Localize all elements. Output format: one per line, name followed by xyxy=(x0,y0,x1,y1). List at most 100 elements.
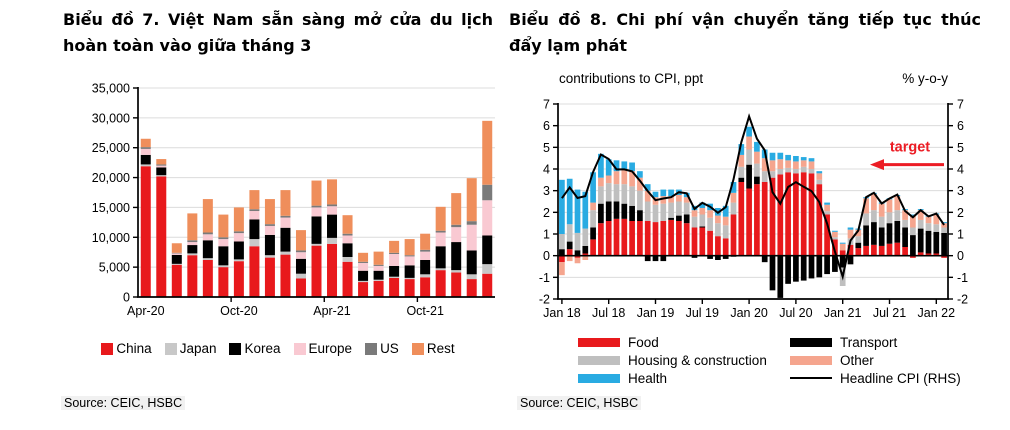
legend-label-us: US xyxy=(380,341,399,356)
svg-text:-2: -2 xyxy=(957,293,968,307)
left-chart-title: Biểu đồ 7. Việt Nam sẵn sàng mở cửa du l… xyxy=(63,10,493,55)
x-axis-labels: Jan 18 Jul 18 Jan 19 Jul 19 Jan 20 Jul 20 Jan … xyxy=(543,306,955,320)
legend-item-headline-cpi: Headline CPI (RHS) xyxy=(790,370,961,386)
legend-item-japan: Japan xyxy=(164,341,217,356)
china-swatch xyxy=(101,342,114,355)
legend-label-transport: Transport xyxy=(840,334,898,350)
svg-text:Jan 21: Jan 21 xyxy=(824,306,862,320)
legend-item-health: Health xyxy=(578,370,790,386)
svg-text:Jul 20: Jul 20 xyxy=(779,306,812,320)
svg-text:35,000: 35,000 xyxy=(92,82,130,96)
svg-text:0: 0 xyxy=(543,249,550,263)
svg-text:5,000: 5,000 xyxy=(99,261,130,275)
right-chart-title: Biểu đồ 8. Chi phí vận chuyển tăng tiếp … xyxy=(509,10,981,55)
svg-text:4: 4 xyxy=(543,163,550,177)
legend-label-other: Other xyxy=(840,352,874,368)
y-axis-labels: -2 -2 -1 -1 0 0 1 1 2 2 3 3 4 4 5 5 6 6 7 7 xyxy=(539,98,968,307)
health-swatch xyxy=(578,373,620,383)
axes xyxy=(133,87,495,302)
legend-item-china: China xyxy=(101,341,152,356)
legend-label-housing: Housing & construction xyxy=(628,352,767,368)
y-axis-labels: 0 5,000 10,000 15,000 20,000 25,000 30,000 35,0… xyxy=(92,82,130,305)
svg-text:Oct-21: Oct-21 xyxy=(406,304,444,318)
svg-text:1: 1 xyxy=(543,228,550,242)
svg-text:Jan 18: Jan 18 xyxy=(543,306,581,320)
left-chart-legend: China Japan Korea Europe US Rest xyxy=(60,341,496,356)
svg-text:Jul 21: Jul 21 xyxy=(873,306,906,320)
housing-swatch xyxy=(578,355,620,365)
legend-item-europe: Europe xyxy=(293,341,353,356)
right-chart-right-axis-header: % y-o-y xyxy=(902,71,948,86)
right-chart-source: Source: CEIC, HSBC xyxy=(517,396,642,410)
europe-swatch xyxy=(293,342,306,355)
us-swatch xyxy=(365,342,378,355)
x-axis-labels: Apr-20 Oct-20 Apr-21 Oct-21 xyxy=(127,304,444,318)
rest-swatch xyxy=(411,342,424,355)
left-chart-plot: 0 5,000 10,000 15,000 20,000 25,000 30,000 35,0… xyxy=(92,82,495,318)
svg-text:3: 3 xyxy=(543,184,550,198)
svg-text:3: 3 xyxy=(957,184,964,198)
svg-text:20,000: 20,000 xyxy=(92,171,130,185)
svg-text:Jul 18: Jul 18 xyxy=(592,306,625,320)
svg-text:4: 4 xyxy=(957,163,964,177)
legend-item-korea: Korea xyxy=(229,341,281,356)
legend-item-housing: Housing & construction xyxy=(578,352,790,368)
legend-item-us: US xyxy=(365,341,399,356)
svg-text:-1: -1 xyxy=(957,271,968,285)
svg-text:Oct-20: Oct-20 xyxy=(220,304,258,318)
svg-text:7: 7 xyxy=(957,98,964,112)
axes xyxy=(553,103,953,304)
svg-text:-1: -1 xyxy=(539,271,550,285)
other-swatch xyxy=(790,355,832,365)
left-chart-source: Source: CEIC, HSBC xyxy=(61,396,186,410)
svg-text:30,000: 30,000 xyxy=(92,111,130,125)
transport-swatch xyxy=(790,337,832,347)
target-annotation: target xyxy=(870,140,944,171)
headline-cpi-line xyxy=(561,113,945,281)
japan-swatch xyxy=(164,342,177,355)
svg-text:Apr-20: Apr-20 xyxy=(127,304,165,318)
right-chart-left-axis-header: contributions to CPI, ppt xyxy=(559,71,704,86)
svg-text:2: 2 xyxy=(543,206,550,220)
svg-text:15,000: 15,000 xyxy=(92,201,130,215)
legend-label-japan: Japan xyxy=(179,341,217,356)
right-legend-column-2: Transport Other Headline CPI (RHS) xyxy=(790,334,961,386)
svg-text:0: 0 xyxy=(123,291,130,305)
korea-swatch xyxy=(229,342,242,355)
svg-text:-2: -2 xyxy=(539,293,550,307)
legend-item-transport: Transport xyxy=(790,334,961,350)
svg-text:5: 5 xyxy=(957,141,964,155)
legend-label-health: Health xyxy=(628,370,668,386)
bars-layer xyxy=(140,120,493,297)
svg-text:Jan 22: Jan 22 xyxy=(918,306,956,320)
food-swatch xyxy=(578,337,620,347)
legend-label-rest: Rest xyxy=(426,341,455,356)
legend-item-food: Food xyxy=(578,334,790,350)
svg-text:Jan 20: Jan 20 xyxy=(730,306,768,320)
svg-text:6: 6 xyxy=(543,119,550,133)
svg-text:0: 0 xyxy=(957,249,964,263)
svg-text:Jan 19: Jan 19 xyxy=(637,306,675,320)
svg-text:25,000: 25,000 xyxy=(92,141,130,155)
svg-text:Apr-21: Apr-21 xyxy=(313,304,351,318)
svg-text:2: 2 xyxy=(957,206,964,220)
legend-label-europe: Europe xyxy=(308,341,353,356)
headline-cpi-line-swatch xyxy=(790,377,832,379)
legend-label-food: Food xyxy=(628,334,659,350)
svg-text:1: 1 xyxy=(957,228,964,242)
svg-text:7: 7 xyxy=(543,98,550,112)
legend-label-korea: Korea xyxy=(244,341,281,356)
legend-label-china: China xyxy=(116,341,152,356)
right-chart-legend: Food Housing & construction Health Trans… xyxy=(578,334,961,386)
svg-text:Jul 19: Jul 19 xyxy=(686,306,719,320)
svg-text:6: 6 xyxy=(957,119,964,133)
svg-text:5: 5 xyxy=(543,141,550,155)
legend-item-rest: Rest xyxy=(411,341,455,356)
right-legend-column-1: Food Housing & construction Health xyxy=(578,334,790,386)
svg-text:10,000: 10,000 xyxy=(92,231,130,245)
legend-item-other: Other xyxy=(790,352,961,368)
legend-label-headline-cpi: Headline CPI (RHS) xyxy=(840,370,961,386)
svg-text:target: target xyxy=(890,140,930,156)
